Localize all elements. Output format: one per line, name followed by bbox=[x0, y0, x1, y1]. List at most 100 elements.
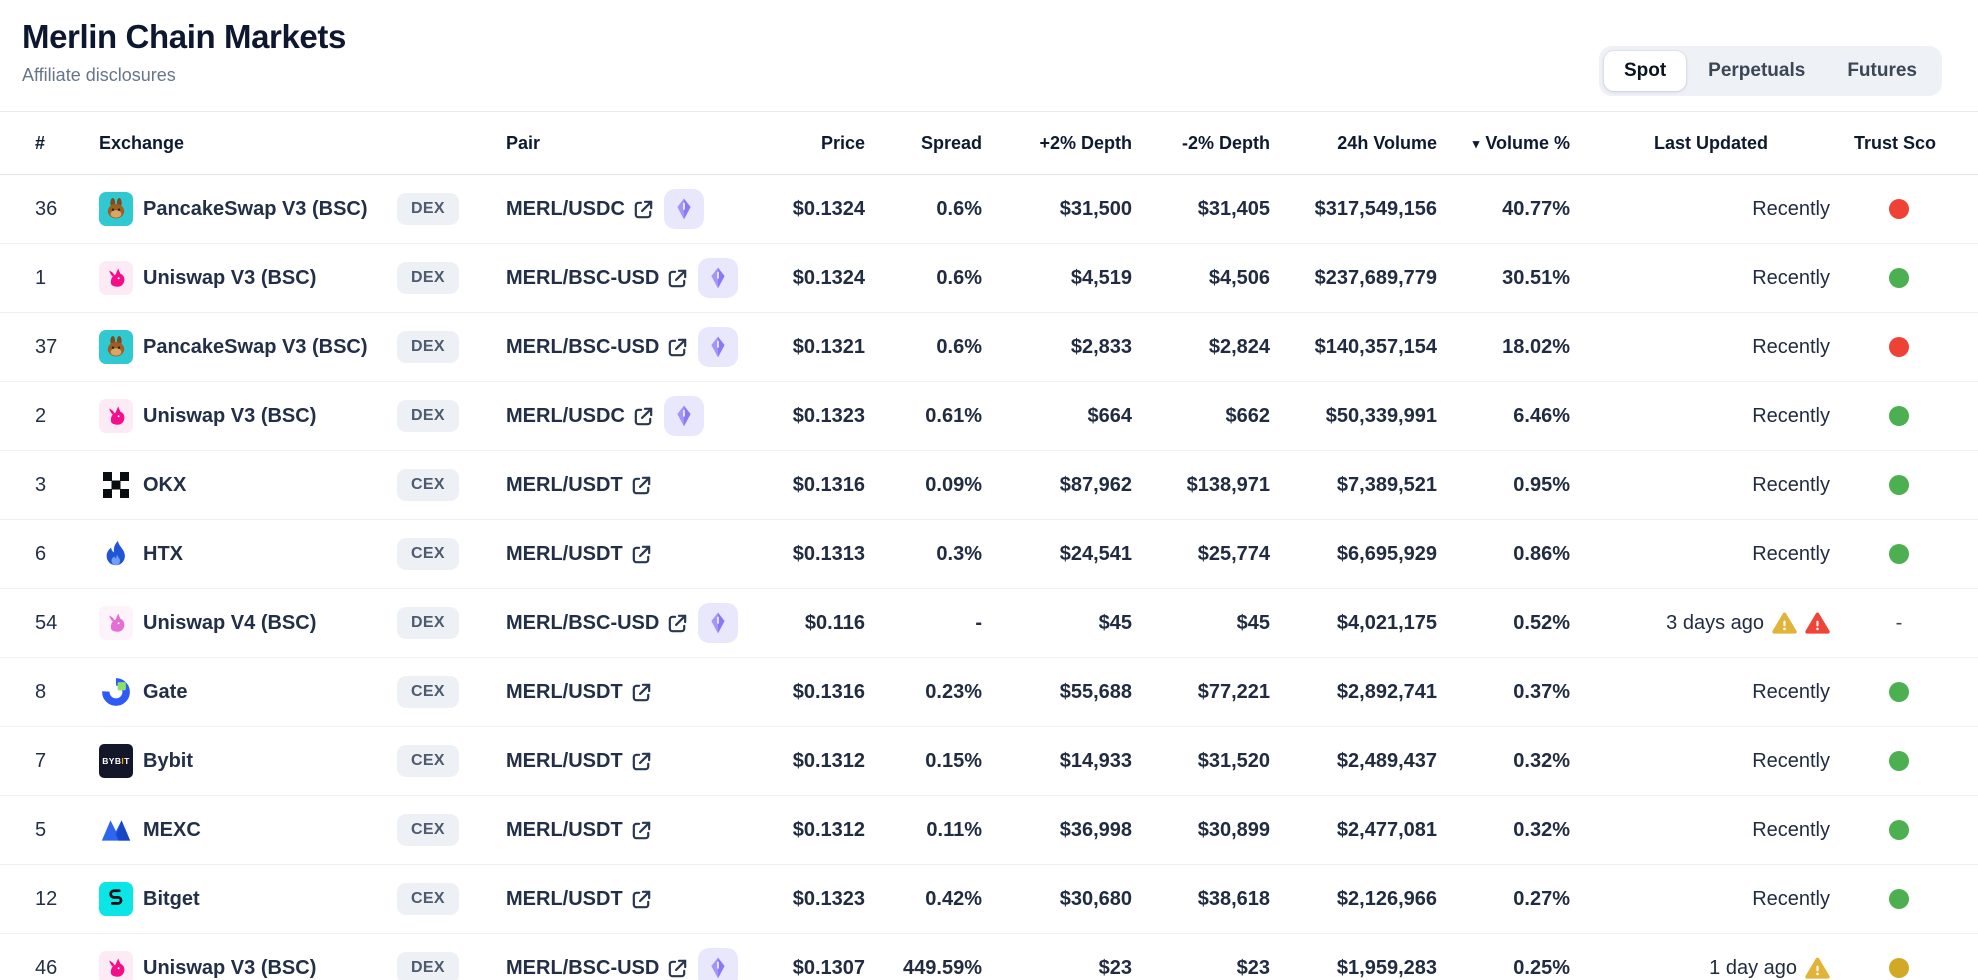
external-link-icon[interactable] bbox=[630, 750, 653, 773]
external-link-icon[interactable] bbox=[630, 474, 653, 497]
external-link-icon[interactable] bbox=[666, 957, 689, 980]
trust-score-dot-green bbox=[1889, 475, 1909, 495]
col-spread[interactable]: Spread bbox=[920, 132, 982, 153]
spread: 0.09% bbox=[925, 473, 982, 496]
col-volume[interactable]: 24h Volume bbox=[1337, 132, 1437, 153]
market-rank: 6 bbox=[35, 542, 47, 565]
tab-futures[interactable]: Futures bbox=[1827, 51, 1937, 91]
table-row: 46 Uniswap V3 (BSC) DEX MERL/BSC-USD $0.… bbox=[0, 934, 1978, 980]
pair-link[interactable]: MERL/USDT bbox=[506, 749, 623, 772]
table-row: 2 Uniswap V3 (BSC) DEX MERL/USDC $0.1323… bbox=[0, 382, 1978, 451]
external-link-icon[interactable] bbox=[666, 336, 689, 359]
exchange-link[interactable]: Uniswap V3 (BSC) bbox=[143, 956, 317, 979]
trust-score-none: - bbox=[1895, 611, 1903, 634]
external-link-icon[interactable] bbox=[630, 819, 653, 842]
pair-link[interactable]: MERL/USDC bbox=[506, 197, 625, 220]
external-link-icon[interactable] bbox=[666, 612, 689, 635]
col-price[interactable]: Price bbox=[820, 132, 865, 153]
pair-link[interactable]: MERL/BSC-USD bbox=[506, 611, 660, 634]
last-updated: Recently bbox=[1752, 680, 1830, 703]
network-badge-icon[interactable] bbox=[698, 327, 739, 367]
exchange-link[interactable]: PancakeSwap V3 (BSC) bbox=[143, 197, 368, 220]
col-trust-score[interactable]: Trust Sco bbox=[1854, 132, 1937, 153]
exchange-cell: PancakeSwap V3 (BSC) DEX bbox=[99, 330, 506, 364]
pair-cell: MERL/USDC bbox=[506, 396, 756, 436]
trust-score-cell bbox=[1830, 889, 1968, 909]
tab-spot[interactable]: Spot bbox=[1603, 51, 1687, 91]
exchange-link[interactable]: Bitget bbox=[143, 887, 200, 910]
exchange-link[interactable]: PancakeSwap V3 (BSC) bbox=[143, 335, 368, 358]
volume-24h: $1,959,283 bbox=[1336, 956, 1437, 979]
market-type-badge: CEX bbox=[397, 469, 459, 501]
pair-cell: MERL/USDT bbox=[506, 750, 756, 773]
external-link-icon[interactable] bbox=[666, 267, 689, 290]
page-title: Merlin Chain Markets bbox=[22, 18, 346, 55]
col-pair[interactable]: Pair bbox=[506, 132, 541, 153]
tab-perpetuals[interactable]: Perpetuals bbox=[1688, 51, 1825, 91]
trust-score-dot-green bbox=[1889, 751, 1909, 771]
price: $0.116 bbox=[804, 611, 865, 634]
col-volume-pct[interactable]: ▾ Volume % bbox=[1472, 132, 1570, 153]
depth-plus-2pct: $664 bbox=[1087, 404, 1133, 427]
exchange-link[interactable]: OKX bbox=[143, 473, 187, 496]
price: $0.1323 bbox=[792, 887, 865, 910]
col-depth-minus[interactable]: -2% Depth bbox=[1181, 132, 1270, 153]
trust-score-dot-green bbox=[1889, 406, 1909, 426]
network-badge-icon[interactable] bbox=[663, 189, 704, 229]
affiliate-disclosures-link[interactable]: Affiliate disclosures bbox=[22, 64, 176, 85]
pair-link[interactable]: MERL/BSC-USD bbox=[506, 266, 660, 289]
exchange-link[interactable]: Bybit bbox=[143, 749, 193, 772]
pair-link[interactable]: MERL/USDT bbox=[506, 818, 623, 841]
col-exchange[interactable]: Exchange bbox=[99, 132, 185, 153]
price: $0.1321 bbox=[792, 335, 865, 358]
table-row: 37 PancakeSwap V3 (BSC) DEX MERL/BSC-USD… bbox=[0, 313, 1978, 382]
market-rank: 1 bbox=[35, 266, 47, 289]
col-rank[interactable]: # bbox=[35, 132, 46, 153]
depth-plus-2pct: $55,688 bbox=[1059, 680, 1132, 703]
trust-score-cell bbox=[1830, 820, 1968, 840]
depth-plus-2pct: $31,500 bbox=[1059, 197, 1132, 220]
external-link-icon[interactable] bbox=[632, 198, 655, 221]
external-link-icon[interactable] bbox=[630, 888, 653, 911]
pair-cell: MERL/BSC-USD bbox=[506, 258, 756, 298]
pair-cell: MERL/USDT bbox=[506, 888, 756, 911]
network-badge-icon[interactable] bbox=[663, 396, 704, 436]
volume-24h: $2,477,081 bbox=[1336, 818, 1437, 841]
network-badge-icon[interactable] bbox=[698, 948, 739, 980]
external-link-icon[interactable] bbox=[630, 681, 653, 704]
bybit-icon: BYBIT bbox=[99, 744, 133, 778]
external-link-icon[interactable] bbox=[632, 405, 655, 428]
trust-score-dot-green bbox=[1889, 544, 1909, 564]
price: $0.1312 bbox=[792, 749, 865, 772]
pair-link[interactable]: MERL/USDT bbox=[506, 542, 623, 565]
exchange-link[interactable]: MEXC bbox=[143, 818, 201, 841]
pair-cell: MERL/USDT bbox=[506, 819, 756, 842]
volume-pct: 18.02% bbox=[1502, 335, 1570, 358]
volume-24h: $4,021,175 bbox=[1336, 611, 1437, 634]
trust-score-cell bbox=[1830, 544, 1968, 564]
market-type-badge: DEX bbox=[397, 193, 459, 225]
pair-link[interactable]: MERL/USDT bbox=[506, 680, 623, 703]
col-depth-plus[interactable]: +2% Depth bbox=[1039, 132, 1132, 153]
network-badge-icon[interactable] bbox=[698, 603, 739, 643]
pair-link[interactable]: MERL/USDC bbox=[506, 404, 625, 427]
exchange-link[interactable]: Uniswap V3 (BSC) bbox=[143, 266, 317, 289]
exchange-link[interactable]: HTX bbox=[143, 542, 183, 565]
pair-link[interactable]: MERL/USDT bbox=[506, 473, 623, 496]
depth-plus-2pct: $45 bbox=[1098, 611, 1132, 634]
col-last-updated[interactable]: Last Updated bbox=[1653, 132, 1768, 153]
depth-plus-2pct: $30,680 bbox=[1059, 887, 1132, 910]
market-type-badge: DEX bbox=[397, 400, 459, 432]
last-updated: Recently bbox=[1752, 749, 1830, 772]
network-badge-icon[interactable] bbox=[698, 258, 739, 298]
volume-24h: $2,126,966 bbox=[1336, 887, 1437, 910]
exchange-link[interactable]: Uniswap V3 (BSC) bbox=[143, 404, 317, 427]
market-type-badge: CEX bbox=[397, 745, 459, 777]
uniswap-v4-icon bbox=[99, 606, 133, 640]
pair-link[interactable]: MERL/USDT bbox=[506, 887, 623, 910]
exchange-link[interactable]: Gate bbox=[143, 680, 188, 703]
external-link-icon[interactable] bbox=[630, 543, 653, 566]
exchange-link[interactable]: Uniswap V4 (BSC) bbox=[143, 611, 317, 634]
pair-link[interactable]: MERL/BSC-USD bbox=[506, 956, 660, 979]
pair-link[interactable]: MERL/BSC-USD bbox=[506, 335, 660, 358]
